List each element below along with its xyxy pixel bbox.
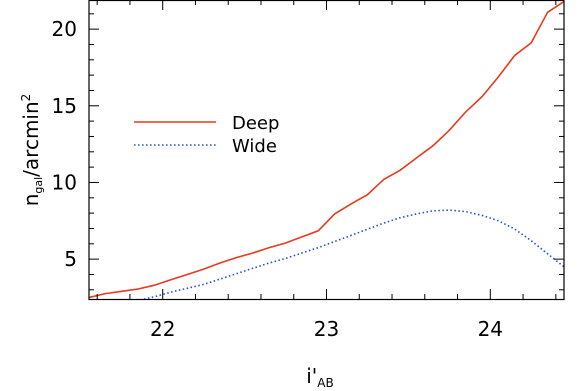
y-axis-label-sub: gal	[32, 177, 45, 194]
y-axis-label-rest: /arcmin	[19, 101, 43, 177]
legend: Deep Wide	[134, 113, 279, 157]
y-axis-label-main: n	[19, 194, 43, 207]
series-line-wide	[141, 209, 564, 299]
y-tick-label: 5	[64, 247, 77, 271]
y-axis-label-sup: 2	[19, 94, 33, 102]
plot-frame	[88, 0, 565, 301]
y-tick-label: 10	[52, 170, 77, 194]
legend-label-wide: Wide	[232, 136, 277, 157]
x-tick-label: 23	[314, 317, 339, 341]
x-axis-label-sub: AB	[317, 376, 333, 390]
y-tick-label: 20	[52, 17, 77, 41]
series-line-deep	[89, 0, 564, 299]
series-layer	[89, 0, 564, 299]
y-tick-label: 15	[52, 94, 77, 118]
tick-layer: 22 23 24 5 10 15 20	[52, 0, 564, 341]
x-axis-label-main: i'	[306, 364, 317, 388]
legend-label-deep: Deep	[232, 113, 279, 134]
x-tick-label: 22	[150, 317, 175, 341]
x-axis-label: i'AB	[306, 364, 334, 390]
y-axis-label: ngal/arcmin2	[19, 94, 45, 207]
x-tick-label: 24	[478, 317, 503, 341]
